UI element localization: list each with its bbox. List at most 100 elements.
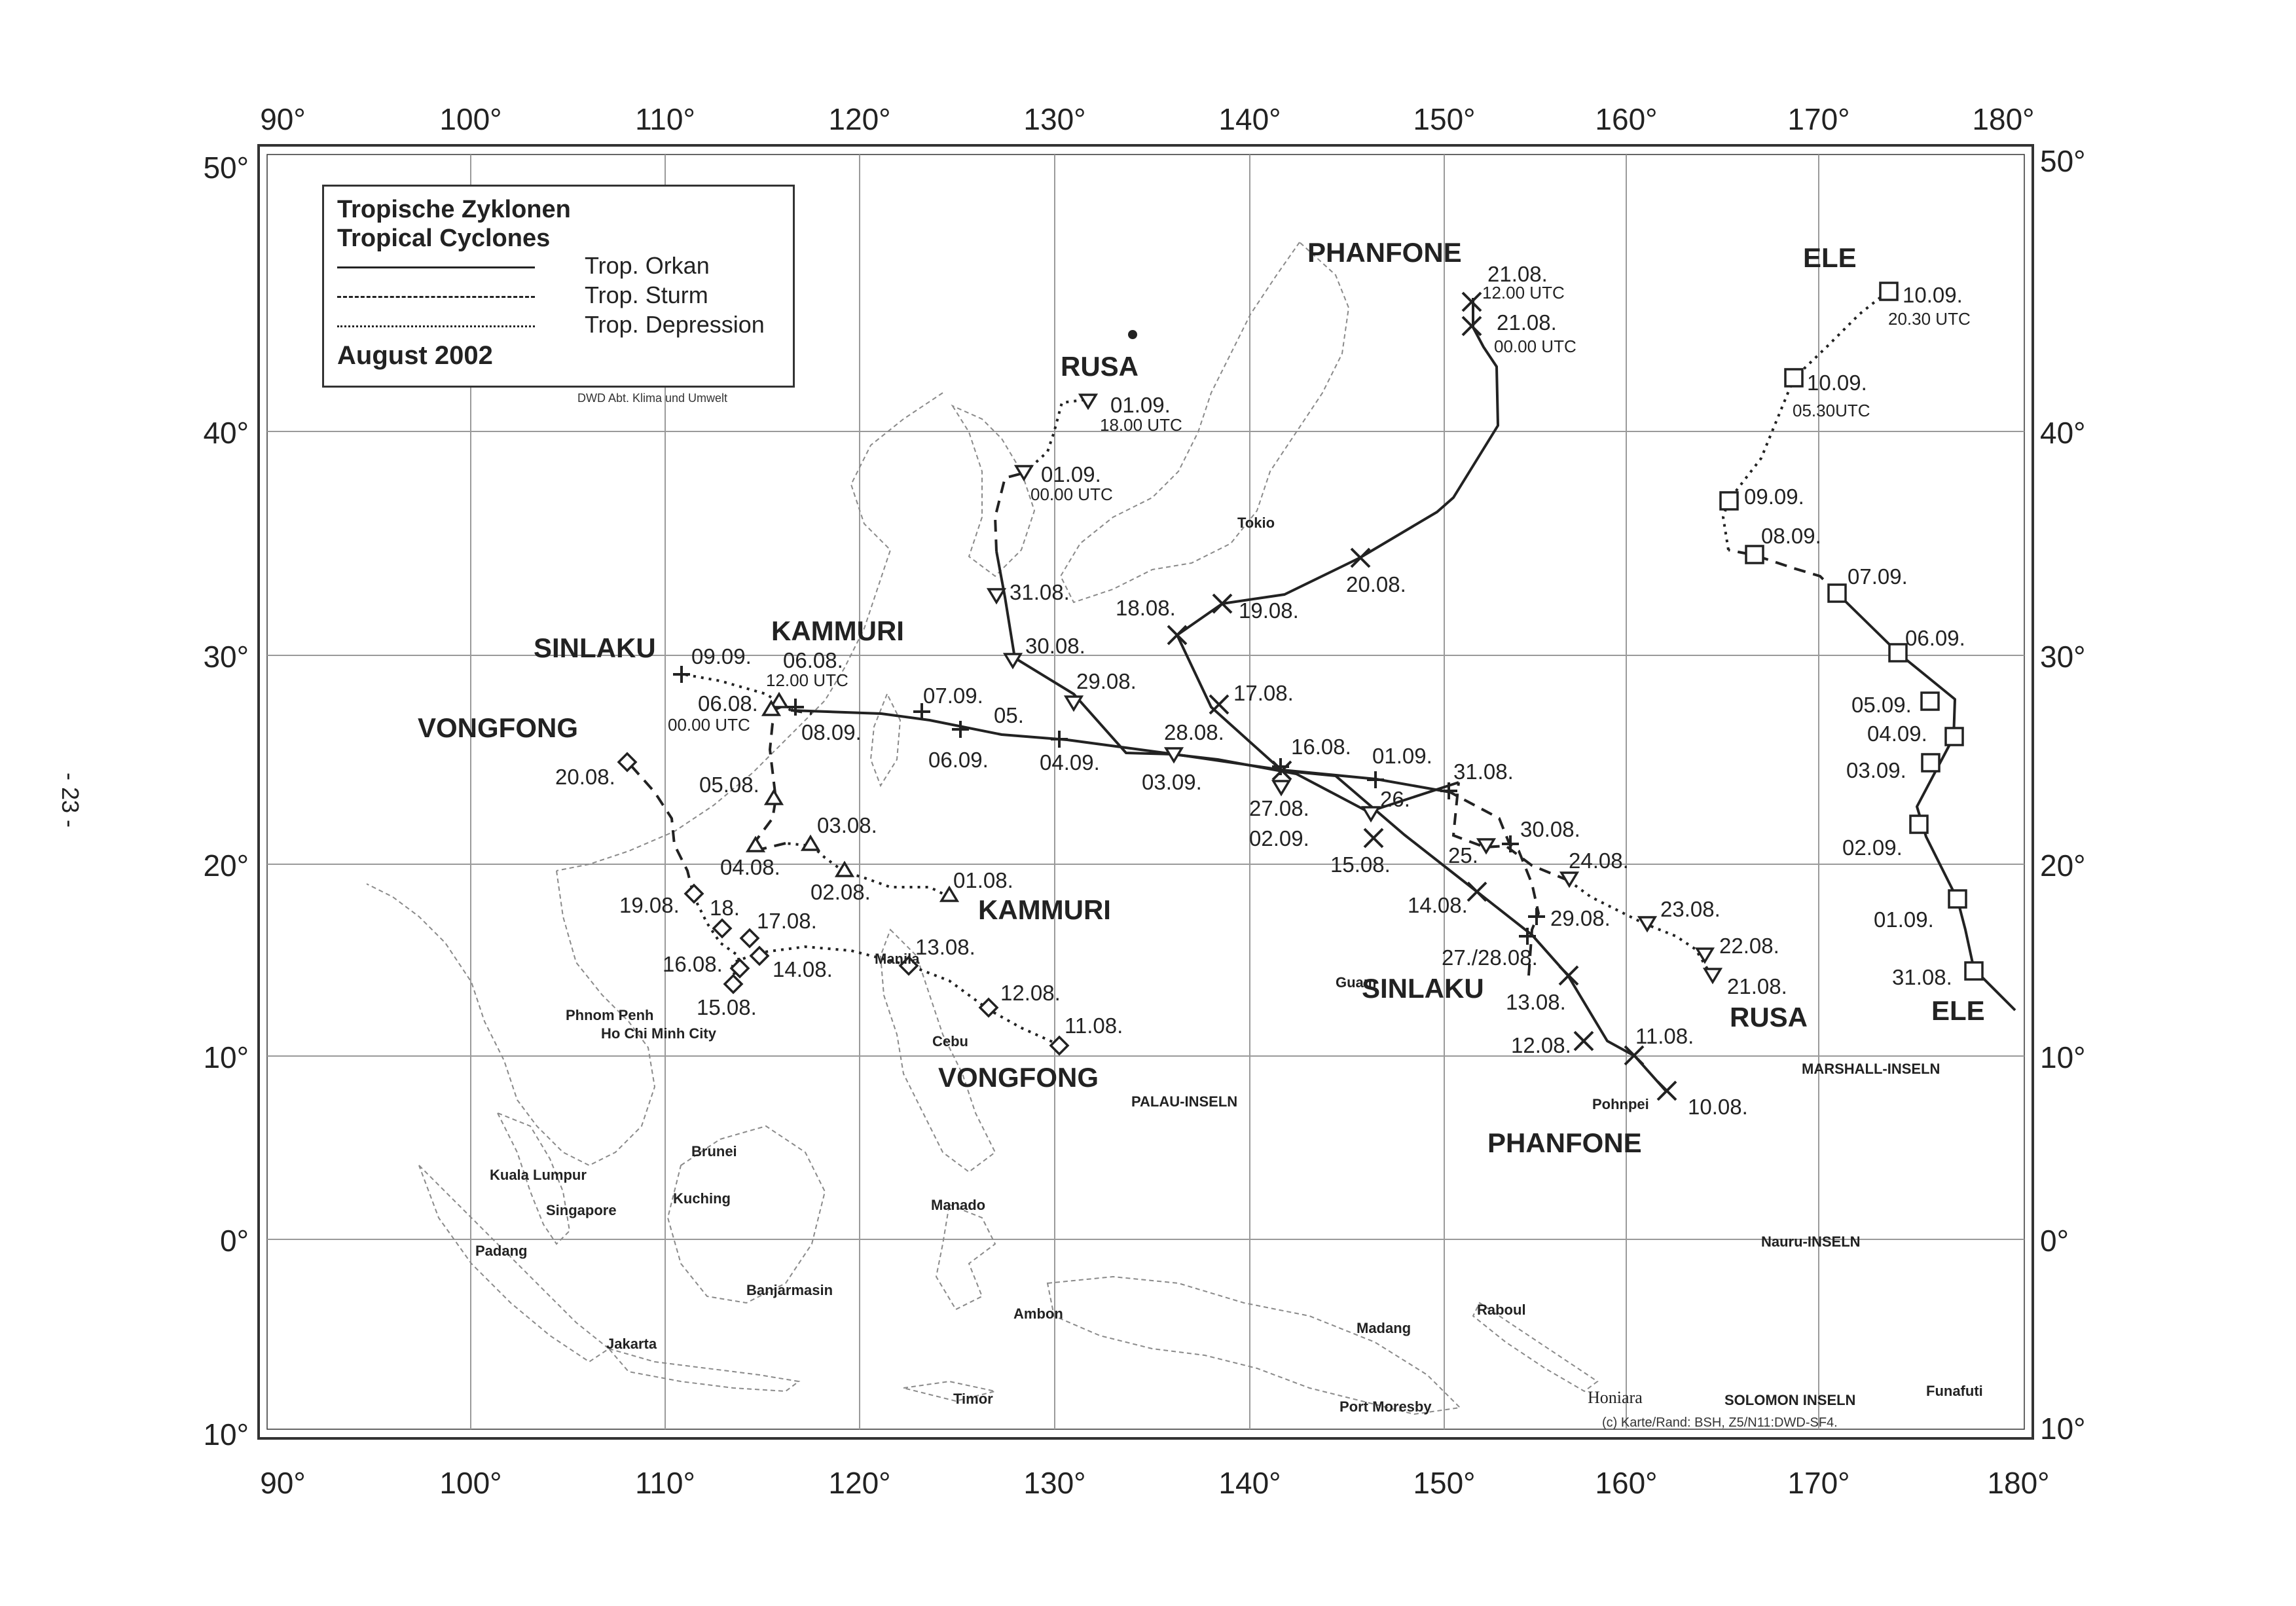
ele-square-markers bbox=[1719, 282, 1984, 981]
lon-label-top: 150° bbox=[1413, 102, 1475, 136]
date-label: 20.08. bbox=[555, 765, 615, 789]
place-label: Ho Chi Minh City bbox=[601, 1025, 717, 1042]
storm-names: PHANFONE ELE RUSA KAMMURI SINLAKU VONGFO… bbox=[418, 237, 1985, 1158]
place-label: Raboul bbox=[1477, 1302, 1526, 1318]
legend-entry-orkan: Trop. Orkan bbox=[337, 252, 782, 279]
legend-line-solid bbox=[337, 266, 535, 268]
date-label: 31.08. bbox=[1010, 580, 1070, 604]
legend: Tropische Zyklonen Tropical Cyclones Tro… bbox=[322, 185, 795, 388]
date-label: 15.08. bbox=[697, 995, 757, 1019]
place-names: Tokio Guam Pohnpei MARSHALL-INSELN PALAU… bbox=[475, 515, 1983, 1415]
date-label: 05.09. bbox=[1851, 693, 1912, 717]
date-label: 28.08. bbox=[1164, 720, 1224, 744]
coastlines bbox=[366, 241, 1599, 1415]
legend-entry-sturm: Trop. Sturm bbox=[337, 282, 782, 308]
lon-label-bottom: 110° bbox=[635, 1466, 695, 1500]
place-label: Timor bbox=[953, 1391, 993, 1407]
credit-text: DWD Abt. Klima und Umwelt bbox=[577, 392, 728, 405]
date-label: 31.08. bbox=[1453, 759, 1514, 784]
date-label: 17.08. bbox=[757, 909, 817, 933]
track-rusa-dashed-north bbox=[993, 471, 1025, 552]
date-label: 12.00 UTC bbox=[766, 670, 848, 690]
storm-name: VONGFONG bbox=[418, 712, 578, 743]
track-markers bbox=[617, 282, 1984, 1101]
lon-label-top: 180° bbox=[1972, 102, 2034, 136]
kammuri-triangle-markers bbox=[745, 691, 960, 902]
place-label: Tokio bbox=[1237, 515, 1275, 531]
lon-label-bottom: 130° bbox=[1023, 1466, 1085, 1500]
date-label: 08.09. bbox=[801, 720, 862, 744]
date-label: 13.08. bbox=[915, 935, 975, 959]
storm-name: SINLAKU bbox=[1362, 973, 1484, 1004]
lon-label-bottom: 120° bbox=[828, 1466, 890, 1500]
date-label: 21.08. bbox=[1487, 262, 1548, 286]
legend-label: Trop. Sturm bbox=[585, 282, 708, 308]
track-sinlaku-dotted bbox=[683, 673, 792, 712]
lon-label-top: 90° bbox=[260, 102, 306, 136]
place-label: Funafuti bbox=[1926, 1383, 1983, 1399]
date-label: 00.00 UTC bbox=[1030, 484, 1113, 504]
date-label: 05.30UTC bbox=[1793, 401, 1870, 420]
date-label: 06.08. bbox=[783, 648, 843, 672]
track-date-labels: 21.08. 12.00 UTC 21.08. 00.00 UTC 20.08.… bbox=[555, 262, 1971, 1119]
map-frame bbox=[257, 144, 2034, 1440]
place-label: Jakarta bbox=[606, 1336, 657, 1352]
place-label: Manado bbox=[931, 1197, 985, 1213]
place-label: Manila bbox=[875, 951, 920, 967]
track-rusa-solid bbox=[995, 551, 1459, 813]
date-label: 12.00 UTC bbox=[1482, 283, 1565, 302]
date-label: 04.08. bbox=[720, 855, 780, 879]
lat-label-left: 30° bbox=[203, 640, 249, 674]
track-rusa-dashed bbox=[1451, 782, 1569, 882]
legend-period: August 2002 bbox=[337, 341, 493, 370]
storm-name: PHANFONE bbox=[1307, 237, 1462, 268]
page-number: - 23 - bbox=[57, 773, 84, 828]
date-label: 30.08. bbox=[1025, 634, 1085, 658]
date-label: 05.08. bbox=[699, 773, 759, 797]
lat-label-left: 40° bbox=[203, 416, 249, 450]
date-label: 02.09. bbox=[1249, 826, 1309, 850]
date-label: 11.08. bbox=[1065, 1013, 1123, 1038]
axis-labels: 90° 100° 110° 120° 130° 140° 150° 160° 1… bbox=[203, 102, 2085, 1500]
date-label: 07.09. bbox=[923, 684, 983, 708]
date-label: 17.08. bbox=[1233, 681, 1294, 705]
legend-label: Trop. Orkan bbox=[585, 252, 710, 279]
date-label: 04.09. bbox=[1867, 721, 1927, 746]
date-label: 20.30 UTC bbox=[1888, 309, 1971, 329]
legend-entry-depression: Trop. Depression bbox=[337, 311, 782, 338]
lon-label-bottom: 170° bbox=[1787, 1466, 1850, 1500]
legend-title-en: Tropical Cyclones bbox=[337, 225, 551, 252]
place-label: Honiara bbox=[1588, 1388, 1643, 1407]
legend-title-de: Tropische Zyklonen bbox=[337, 196, 571, 223]
lat-label-left: 50° bbox=[203, 151, 249, 185]
date-label: 10.08. bbox=[1688, 1095, 1748, 1119]
date-label: 29.08. bbox=[1076, 669, 1137, 693]
date-label: 24.08. bbox=[1569, 849, 1629, 873]
date-label: 13.08. bbox=[1506, 990, 1566, 1014]
date-label: 19.08. bbox=[1239, 598, 1299, 623]
date-label: 18.00 UTC bbox=[1100, 415, 1182, 435]
date-label: 19.08. bbox=[619, 893, 680, 917]
date-label: 30.08. bbox=[1520, 817, 1580, 841]
lon-label-top: 120° bbox=[828, 102, 890, 136]
date-label: 16.08. bbox=[663, 952, 723, 976]
date-label: 00.00 UTC bbox=[668, 715, 750, 735]
date-label: 01.09. bbox=[1041, 462, 1101, 486]
date-label: 16.08. bbox=[1291, 735, 1351, 759]
storm-name: KAMMURI bbox=[771, 615, 904, 646]
lon-label-bottom: 140° bbox=[1218, 1466, 1281, 1500]
lon-label-bottom: 100° bbox=[439, 1466, 501, 1500]
lon-label-top: 170° bbox=[1787, 102, 1850, 136]
storm-name: RUSA bbox=[1061, 351, 1139, 382]
date-label: 05. bbox=[994, 703, 1024, 727]
storm-name: ELE bbox=[1803, 242, 1857, 273]
date-label: 03.09. bbox=[1142, 770, 1202, 794]
lon-label-bottom: 160° bbox=[1595, 1466, 1657, 1500]
date-label: 21.08. bbox=[1497, 310, 1557, 335]
date-label: 27.08. bbox=[1249, 796, 1309, 820]
place-label: PALAU-INSELN bbox=[1131, 1093, 1237, 1110]
place-label: Padang bbox=[475, 1243, 527, 1259]
place-label: Pohnpei bbox=[1592, 1096, 1649, 1112]
lon-label-top: 160° bbox=[1595, 102, 1657, 136]
place-label: Madang bbox=[1357, 1320, 1411, 1336]
